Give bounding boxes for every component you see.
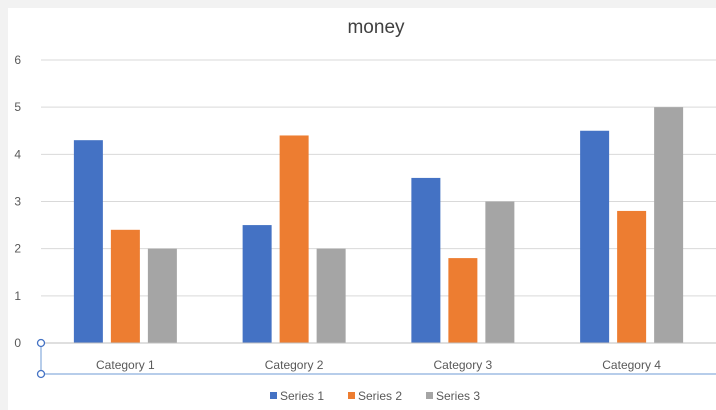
chart-title: money	[347, 17, 405, 38]
bar-2-4	[617, 210, 647, 343]
resize-handle[interactable]	[36, 369, 46, 379]
category-label: Category 3	[434, 358, 493, 372]
legend-swatch	[348, 392, 355, 399]
legend-label: Series 2	[358, 389, 402, 403]
y-tick-label: 2	[14, 242, 21, 256]
y-tick-label: 4	[14, 147, 21, 161]
x-axis-categories: Category 1 Category 2 Category 3 Category 4	[96, 358, 661, 372]
bar-1-4	[580, 130, 610, 343]
bar-3-3	[485, 201, 515, 343]
bar-3-1	[147, 248, 177, 343]
bar-2-1	[110, 229, 140, 343]
legend-label: Series 1	[280, 389, 324, 403]
category-label: Category 4	[602, 358, 661, 372]
selection-handles[interactable]	[36, 338, 716, 379]
gridlines	[41, 59, 716, 297]
legend-swatch	[270, 392, 277, 399]
y-tick-label: 0	[14, 336, 21, 350]
resize-handle[interactable]	[36, 338, 46, 348]
y-tick-label: 5	[14, 100, 21, 114]
bar-2-2	[279, 135, 309, 343]
bar-3-4	[654, 107, 684, 344]
bar-1-3	[411, 177, 441, 343]
y-tick-label: 3	[14, 195, 21, 209]
bar-1-1	[73, 140, 103, 343]
legend: Series 1 Series 2 Series 3	[270, 389, 480, 403]
category-label: Category 1	[96, 358, 155, 372]
legend-label: Series 3	[436, 389, 480, 403]
bars	[73, 107, 684, 344]
bar-2-3	[448, 258, 478, 343]
bar-1-2	[242, 225, 272, 343]
y-axis-ticks: 0 1 2 3 4 5 6	[14, 53, 21, 350]
bar-3-2	[316, 248, 346, 343]
category-label: Category 2	[265, 358, 324, 372]
y-tick-label: 1	[14, 289, 21, 303]
y-tick-label: 6	[14, 53, 21, 67]
legend-swatch	[426, 392, 433, 399]
